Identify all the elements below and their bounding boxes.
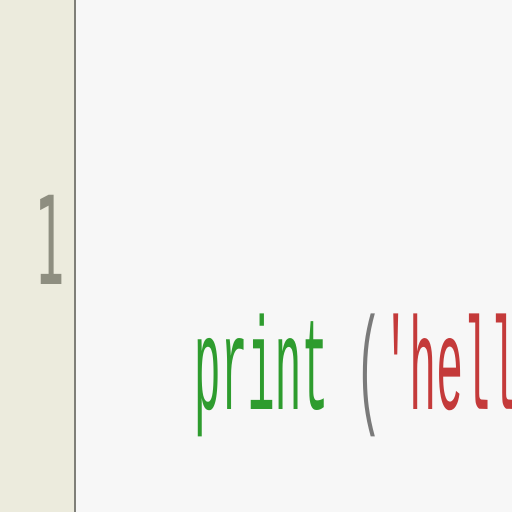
line-number-1: 1: [34, 171, 65, 313]
string-token: 'hello world ': [382, 299, 512, 449]
builtin-token-print: print: [193, 299, 329, 449]
code-line-1[interactable]: print ('hello world '): [86, 176, 512, 512]
open-paren-token: (: [328, 299, 383, 449]
line-number-gutter: 1: [0, 0, 76, 512]
